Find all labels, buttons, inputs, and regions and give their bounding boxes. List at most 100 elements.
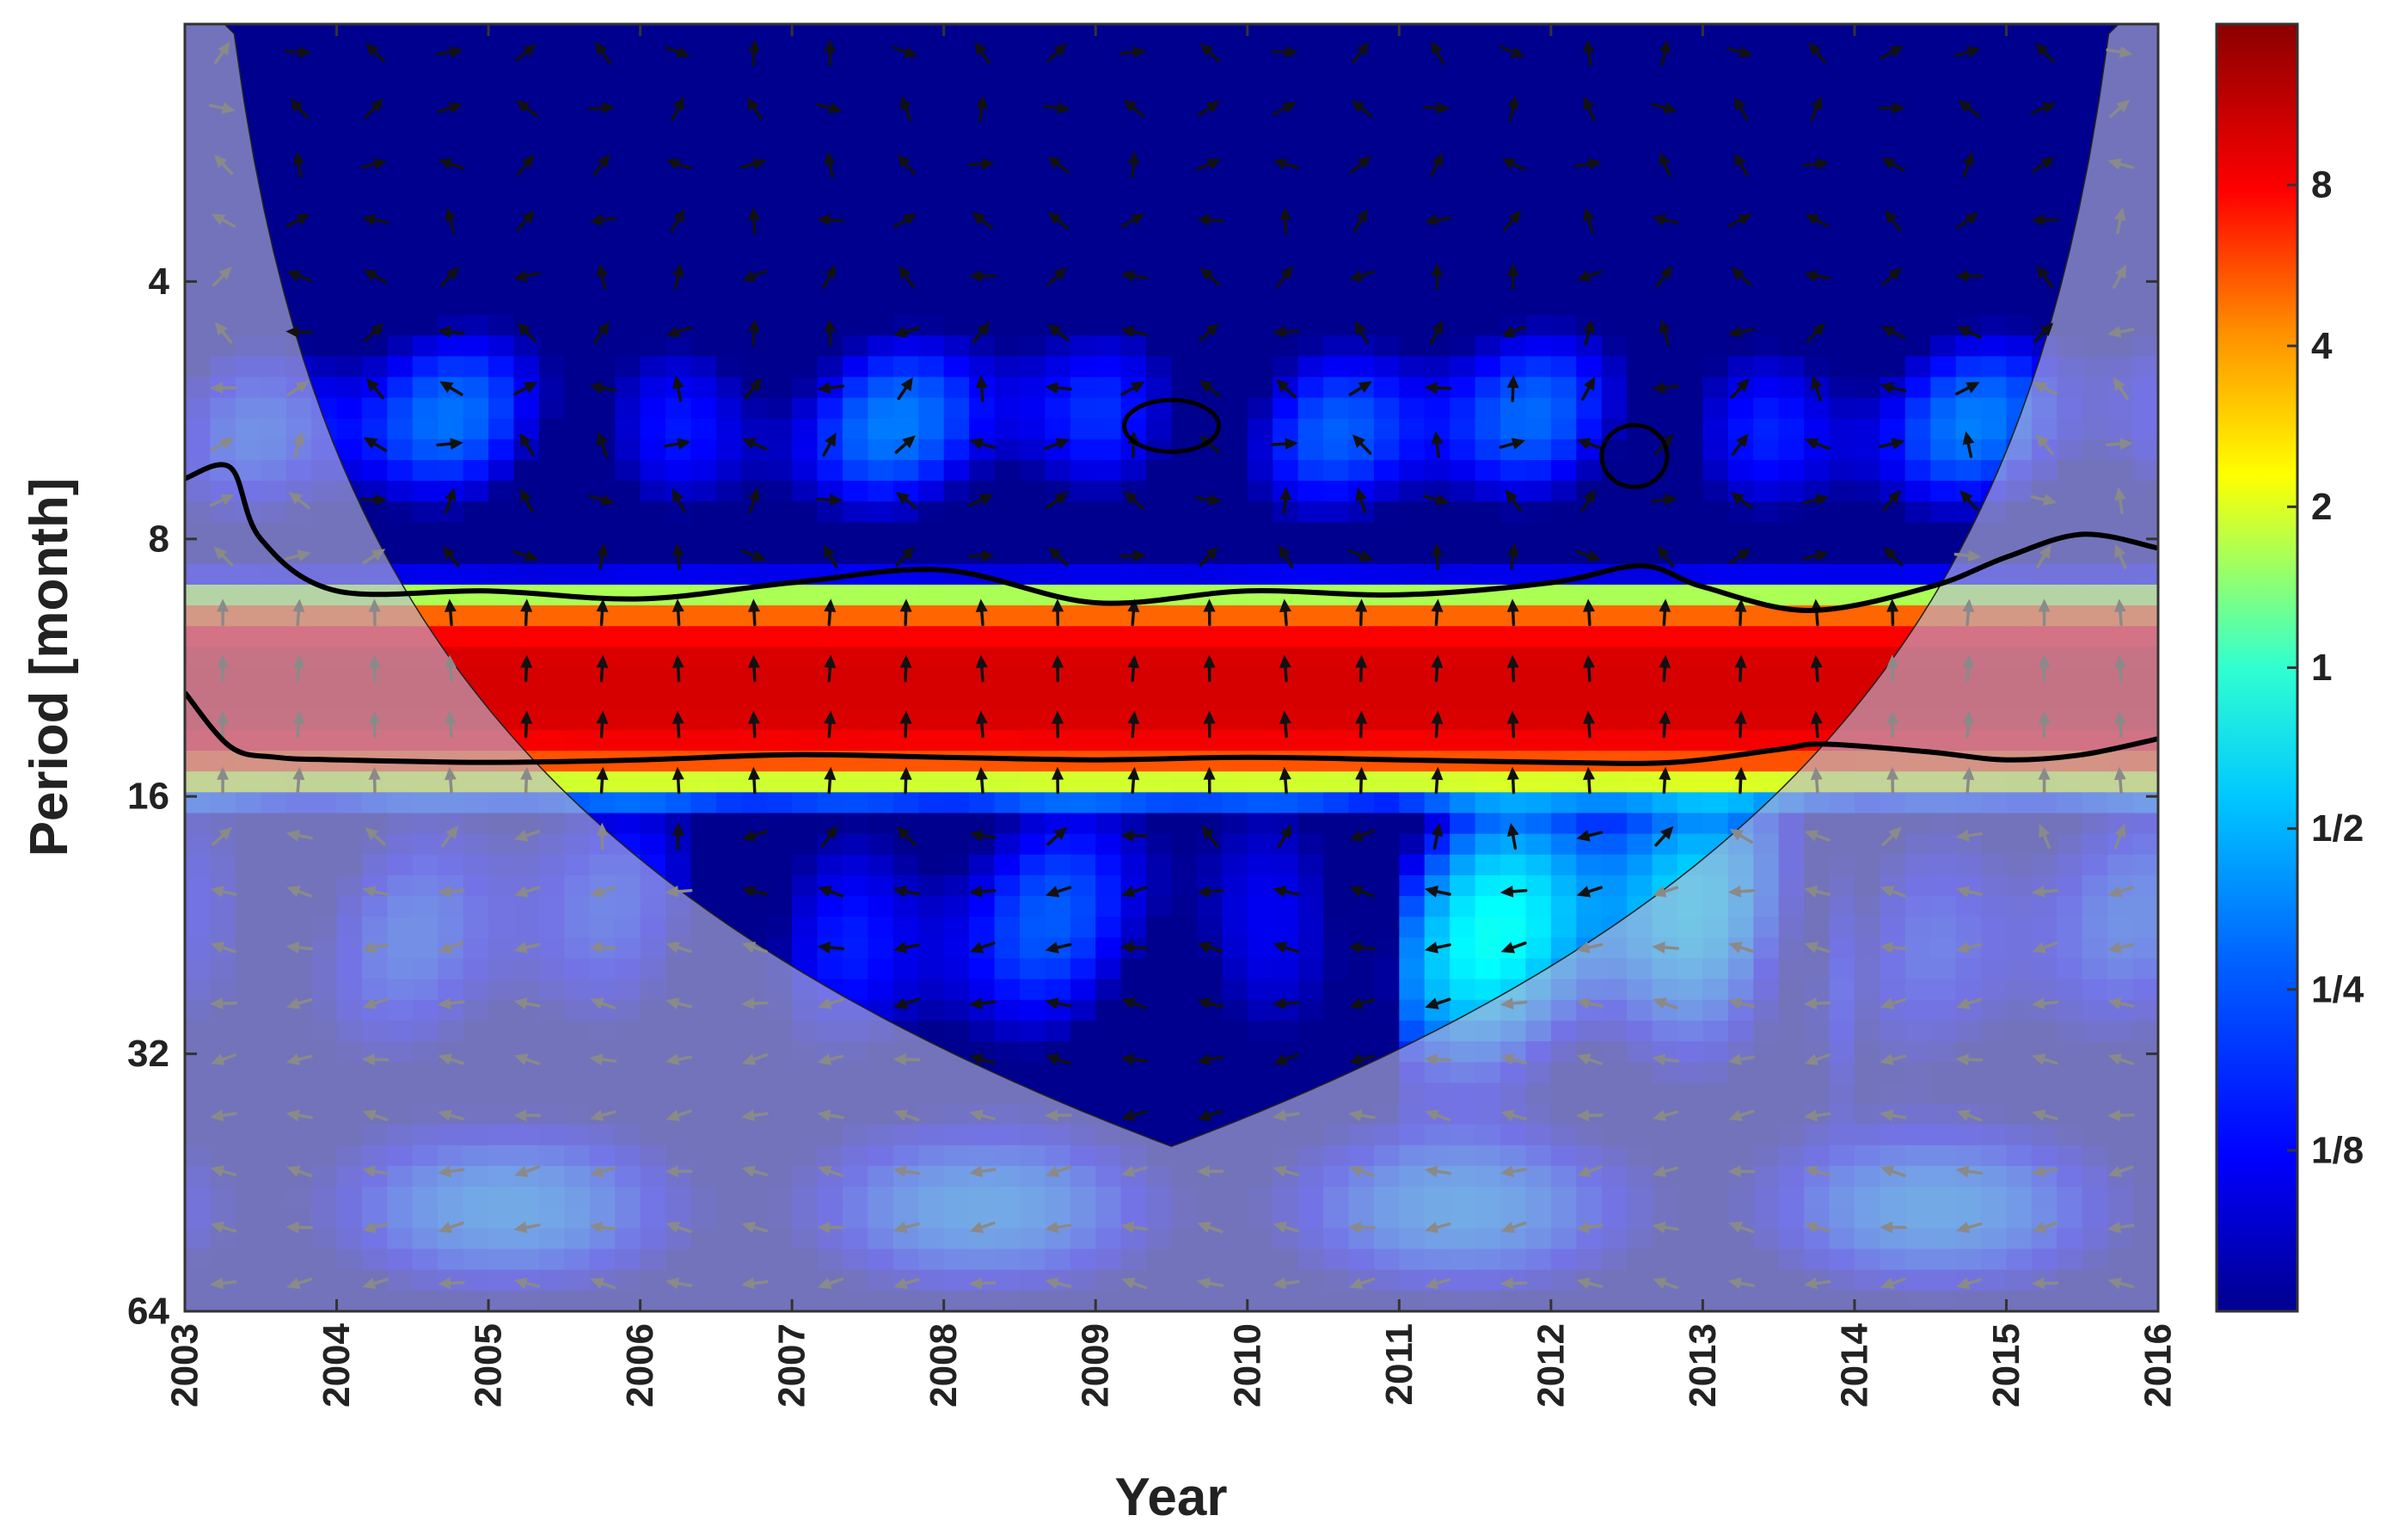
heatmap-cell [1045, 896, 1071, 918]
heatmap-cell [1854, 335, 1881, 358]
phase-arrow [362, 942, 389, 954]
heatmap-cell [564, 377, 591, 399]
heatmap-cell [766, 148, 793, 170]
heatmap-cell [994, 190, 1021, 212]
heatmap-cell [994, 647, 1021, 669]
heatmap-cell [868, 439, 894, 461]
heatmap-cell [1373, 45, 1401, 67]
heatmap-cell [285, 252, 312, 274]
heatmap-cell [868, 293, 894, 316]
heatmap-cell [1146, 563, 1173, 586]
heatmap-cell [1399, 979, 1426, 1001]
heatmap-cell [1727, 24, 1755, 46]
heatmap-cell [1297, 874, 1324, 897]
heatmap-cell [1348, 293, 1375, 316]
heatmap-cell [1273, 688, 1299, 710]
heatmap-cell [1727, 127, 1755, 150]
heatmap-cell [1778, 107, 1805, 129]
heatmap-cell [741, 460, 768, 482]
heatmap-cell [463, 481, 489, 503]
heatmap-cell [943, 709, 970, 731]
heatmap-cell [792, 397, 819, 420]
phase-arrow [513, 997, 541, 1009]
heatmap-cell [1045, 86, 1071, 108]
heatmap-cell [690, 252, 717, 274]
heatmap-cell [412, 65, 439, 88]
heatmap-cell [792, 273, 819, 295]
heatmap-cell [1601, 335, 1628, 358]
heatmap-cell [1373, 231, 1401, 254]
heatmap-cell [994, 293, 1021, 316]
heatmap-cell [1196, 107, 1224, 129]
heatmap-cell [1525, 190, 1552, 212]
heatmap-cell [1601, 211, 1628, 233]
heatmap-cell [715, 127, 743, 150]
heatmap-cell [1475, 293, 1501, 316]
phase-arrow [665, 158, 692, 170]
heatmap-cell [792, 792, 819, 814]
heatmap-cell [994, 252, 1021, 274]
heatmap-cell [994, 439, 1021, 461]
heatmap-cell [1348, 1020, 1375, 1042]
heatmap-cell [1120, 190, 1147, 212]
heatmap-cell [969, 1020, 996, 1042]
heatmap-cell [1500, 917, 1527, 939]
heatmap-cell [361, 231, 389, 254]
heatmap-cell [1348, 418, 1375, 440]
heatmap-cell [564, 148, 591, 170]
heatmap-cell [843, 979, 869, 1001]
phase-arrow [665, 942, 692, 954]
heatmap-cell [690, 86, 717, 108]
heatmap-cell [1424, 626, 1450, 648]
heatmap-cell [1930, 356, 1957, 378]
heatmap-cell [1019, 626, 1046, 648]
heatmap-cell [640, 481, 666, 503]
heatmap-cell [1399, 45, 1426, 67]
heatmap-cell [463, 293, 489, 316]
heatmap-cell [1146, 501, 1173, 524]
heatmap-cell [1753, 439, 1780, 461]
heatmap-cell [817, 896, 843, 918]
heatmap-cell [640, 563, 666, 586]
heatmap-cell [969, 958, 996, 980]
phase-arrow [438, 1109, 465, 1121]
heatmap-cell [640, 335, 666, 358]
heatmap-cell [792, 231, 819, 254]
heatmap-cell [1727, 563, 1755, 586]
heatmap-cell [1273, 1020, 1299, 1042]
heatmap-cell [1045, 917, 1071, 939]
heatmap-cell [918, 24, 945, 46]
heatmap-cell [1500, 958, 1527, 980]
heatmap-cell [1146, 65, 1173, 88]
heatmap-cell [1222, 439, 1248, 461]
heatmap-cell [1854, 107, 1881, 129]
heatmap-cell [1247, 127, 1273, 150]
heatmap-cell [943, 605, 970, 628]
heatmap-cell [1677, 148, 1704, 170]
phase-arrow [368, 654, 381, 683]
heatmap-cell [1424, 979, 1450, 1001]
heatmap-cell [1677, 460, 1704, 482]
heatmap-cell [1399, 24, 1426, 46]
heatmap-cell [1070, 293, 1097, 316]
heatmap-cell [1273, 958, 1299, 980]
heatmap-cell [1450, 937, 1476, 960]
heatmap-cell [843, 397, 869, 420]
heatmap-cell [1247, 418, 1273, 440]
heatmap-cell [1323, 501, 1350, 524]
heatmap-cell [336, 315, 363, 336]
heatmap-cell [1120, 522, 1147, 544]
heatmap-cell [615, 418, 641, 440]
phase-arrow [436, 46, 463, 58]
heatmap-cell [1297, 522, 1324, 544]
heatmap-cell [1702, 771, 1729, 794]
heatmap-cell [1171, 190, 1198, 212]
phase-arrow [513, 382, 538, 396]
heatmap-cell [1854, 377, 1881, 399]
heatmap-cell [943, 148, 970, 170]
heatmap-cell [969, 418, 996, 440]
heatmap-cell [1702, 543, 1729, 565]
phase-arrow [210, 382, 237, 395]
heatmap-cell [843, 24, 869, 46]
heatmap-cell [918, 751, 945, 773]
